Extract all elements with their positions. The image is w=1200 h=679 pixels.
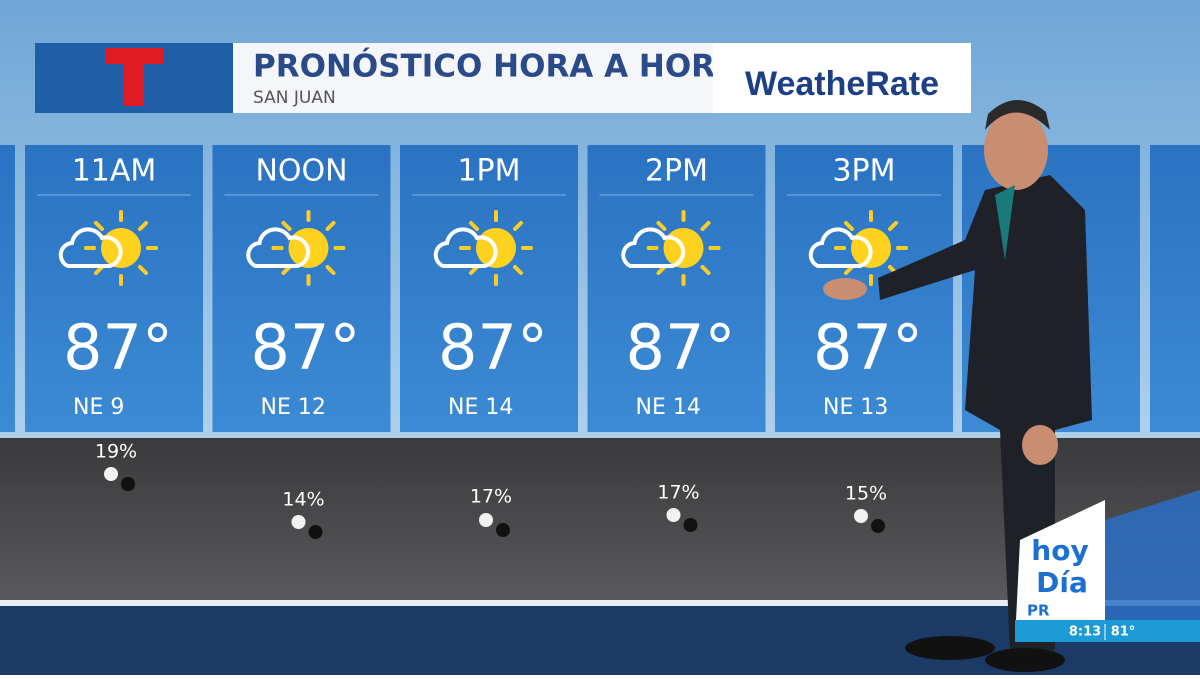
precip-label: 15% [845,483,887,505]
brand-box [713,43,971,113]
hour-time: 11AM [72,154,157,189]
bug-line2: Día [1036,566,1088,599]
precip-dot [666,508,681,522]
precip-label: 17% [657,482,699,504]
divider [0,600,1200,606]
precip-dot-shadow [308,525,323,539]
precip-dot [479,513,493,527]
hour-time: 1PM [457,154,520,189]
hour-time: 2PM [645,154,708,189]
hour-card [400,145,578,432]
presenter [823,99,1092,672]
hour-wind: NE 14 [636,395,701,420]
title: PRONÓSTICO HORA A HORA [253,48,739,85]
precip-dot-shadow [496,523,510,537]
brand: WeatheRate [745,65,939,103]
hour-cards: 11AM 87° NE 9 19% NOON 87° NE 12 14% 1PM 87° NE 14… [25,145,953,539]
hour-temp: 87° [251,311,361,384]
network-logo [105,48,163,106]
hour-temp: 87° [63,311,173,384]
precip-label: 19% [95,441,137,463]
hour-temp: 87° [626,311,736,384]
hour-temp: 87° [438,311,548,384]
precip-label: 17% [470,486,512,508]
subtitle: SAN JUAN [253,88,336,108]
hour-card [25,145,203,432]
hour-time: 3PM [832,154,895,189]
hour-wind: NE 12 [261,395,326,420]
precip-dot [291,515,306,529]
bug-temp: 81° [1111,625,1136,640]
bug-line3: PR [1027,602,1050,620]
precip-label: 14% [282,489,324,511]
hour-time: NOON [255,154,347,189]
precip-dot [854,509,868,523]
partial-card [0,145,15,432]
station-bug: hoy Día PR 8:13 81° [1015,490,1200,642]
title-box [233,43,713,113]
hour-wind: NE 13 [823,395,888,420]
precip-band [0,438,1200,603]
partial-card [1150,145,1200,432]
hour-wind: NE 9 [73,395,124,420]
hour-card [212,145,391,432]
bug-line1: hoy [1031,534,1088,567]
hour-wind: NE 14 [448,395,513,420]
precip-dot-shadow [683,518,698,532]
precip-dot [104,467,118,481]
hour-card [587,145,766,432]
precip-dot-shadow [871,519,885,533]
precip-dot-shadow [121,477,135,491]
bug-clock: 8:13 [1069,625,1101,640]
hour-temp: 87° [813,311,923,384]
